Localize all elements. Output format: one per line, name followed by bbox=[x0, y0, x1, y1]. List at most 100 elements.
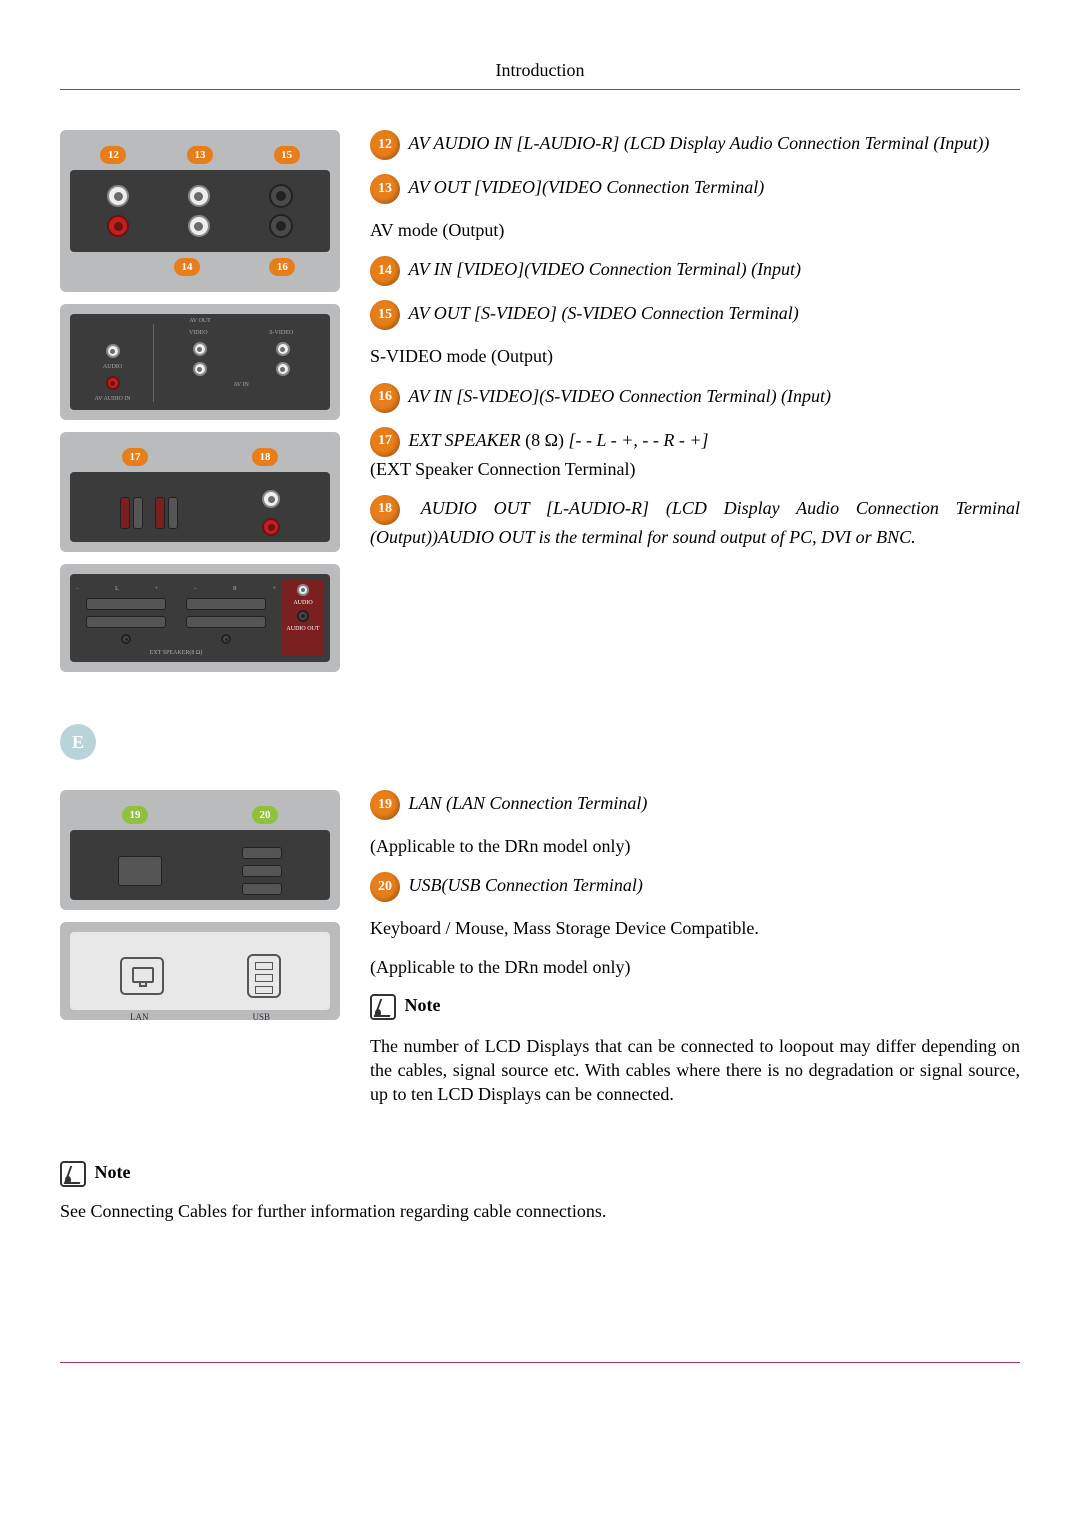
label-svideo: S-VIDEO bbox=[269, 330, 293, 336]
jack-icon bbox=[193, 362, 207, 376]
label-audio-out: AUDIO OUT bbox=[286, 626, 319, 632]
item-19: 19 LAN (LAN Connection Terminal) bbox=[370, 790, 1020, 820]
label-video: VIDEO bbox=[189, 330, 208, 336]
graphic-ext-speaker: 17 18 bbox=[60, 432, 340, 552]
jack-icon bbox=[276, 362, 290, 376]
item-20: 20 USB(USB Connection Terminal) bbox=[370, 872, 1020, 902]
badge-17: 17 bbox=[370, 427, 400, 457]
terminal-icon bbox=[86, 598, 166, 610]
right-text-group-2: 19 LAN (LAN Connection Terminal) (Applic… bbox=[370, 790, 1020, 1121]
jack-icon bbox=[107, 215, 129, 237]
badge-13: 13 bbox=[370, 174, 400, 204]
item-18: 18 AUDIO OUT [L-AUDIO-R] (LCD Display Au… bbox=[370, 495, 1020, 549]
terminal-icon bbox=[186, 598, 266, 610]
jack-icon bbox=[297, 610, 309, 622]
item-20-body2: (Applicable to the DRn model only) bbox=[370, 955, 1020, 979]
graphic-audio-in: 12 13 15 14 16 bbox=[60, 130, 340, 292]
jack-icon bbox=[262, 518, 280, 536]
usb-port-icon bbox=[242, 865, 282, 877]
label-av-in: AV IN bbox=[158, 382, 324, 388]
item-17-title-c: [- - L - +, - - R - +] bbox=[569, 430, 709, 450]
item-17-title-a: EXT SPEAKER bbox=[409, 430, 526, 450]
jack-icon bbox=[262, 490, 280, 508]
badge-19: 19 bbox=[370, 790, 400, 820]
svideo-icon bbox=[269, 214, 293, 238]
callout-19: 19 bbox=[122, 806, 148, 824]
item-15-title: AV OUT [S-VIDEO] (S-VIDEO Connection Ter… bbox=[409, 303, 799, 323]
usb-port-icon bbox=[242, 847, 282, 859]
label-audio: AUDIO bbox=[293, 600, 312, 606]
usb-port-icon bbox=[242, 883, 282, 895]
label-lan: LAN bbox=[130, 1012, 149, 1022]
speaker-terminal-icon bbox=[120, 497, 130, 529]
item-13-title: AV OUT [VIDEO](VIDEO Connection Terminal… bbox=[409, 177, 765, 197]
jack-icon bbox=[188, 215, 210, 237]
usb-port-icon bbox=[247, 954, 281, 998]
item-17-body: (EXT Speaker Connection Terminal) bbox=[370, 459, 636, 479]
item-13-body: AV mode (Output) bbox=[370, 218, 1020, 242]
item-15: 15 AV OUT [S-VIDEO] (S-VIDEO Connection … bbox=[370, 300, 1020, 330]
graphic-lan-usb-bottom: LAN USB bbox=[60, 922, 340, 1020]
note-icon bbox=[60, 1161, 86, 1187]
item-17-title-b: (8 Ω) bbox=[525, 430, 564, 450]
graphic-ext-audio-out: −L+ −R+ EXT SPEAKER(8 Ω) AUDIO AUDIO OUT bbox=[60, 564, 340, 672]
terminal-icon bbox=[186, 616, 266, 628]
jack-icon bbox=[121, 634, 131, 644]
item-16: 16 AV IN [S-VIDEO](S-VIDEO Connection Te… bbox=[370, 383, 1020, 413]
callout-18: 18 bbox=[252, 448, 278, 466]
badge-14: 14 bbox=[370, 256, 400, 286]
item-19-title: LAN (LAN Connection Terminal) bbox=[409, 793, 648, 813]
minus-icon: − bbox=[76, 586, 79, 592]
label-usb: USB bbox=[252, 1012, 270, 1022]
plus-icon: + bbox=[155, 586, 158, 592]
item-19-body: (Applicable to the DRn model only) bbox=[370, 834, 1020, 858]
note-icon bbox=[370, 994, 396, 1020]
footer-note-body: See Connecting Cables for further inform… bbox=[60, 1201, 1020, 1222]
callout-13: 13 bbox=[187, 146, 213, 164]
callout-20: 20 bbox=[252, 806, 278, 824]
terminal-icon bbox=[86, 616, 166, 628]
item-13: 13 AV OUT [VIDEO](VIDEO Connection Termi… bbox=[370, 174, 1020, 204]
item-17: 17 EXT SPEAKER (8 Ω) [- - L - +, - - R -… bbox=[370, 427, 1020, 481]
jack-icon bbox=[193, 342, 207, 356]
label-audio: AUDIO bbox=[76, 364, 149, 370]
minus-icon: − bbox=[194, 586, 197, 592]
jack-icon bbox=[106, 344, 120, 358]
label-ext-speaker: EXT SPEAKER(8 Ω) bbox=[76, 650, 276, 656]
page-title: Introduction bbox=[496, 60, 585, 80]
badge-15: 15 bbox=[370, 300, 400, 330]
speaker-terminal-icon bbox=[133, 497, 143, 529]
speaker-terminal-icon bbox=[168, 497, 178, 529]
svideo-icon bbox=[269, 184, 293, 208]
callout-14: 14 bbox=[174, 258, 200, 276]
graphic-av-block: AV OUT AUDIO AV AUDIO IN VIDEO S-VIDEO bbox=[60, 304, 340, 420]
jack-icon bbox=[276, 342, 290, 356]
item-14: 14 AV IN [VIDEO](VIDEO Connection Termin… bbox=[370, 256, 1020, 286]
label-av-audio-in: AV AUDIO IN bbox=[76, 396, 149, 402]
jack-icon bbox=[188, 185, 210, 207]
note-inline: Note bbox=[370, 993, 1020, 1020]
lan-port-icon bbox=[118, 856, 162, 886]
label-l: L bbox=[115, 586, 119, 592]
badge-16: 16 bbox=[370, 383, 400, 413]
left-graphic-group-2: 19 20 bbox=[60, 790, 340, 1121]
item-12-title: AV AUDIO IN [L-AUDIO-R] (LCD Display Aud… bbox=[409, 133, 990, 153]
left-graphic-group-1: 12 13 15 14 16 bbox=[60, 130, 340, 684]
footer-rule bbox=[60, 1362, 1020, 1363]
item-18-title: AUDIO OUT [L-AUDIO-R] (LCD Display Audio… bbox=[370, 498, 1020, 547]
jack-icon bbox=[297, 584, 309, 596]
graphic-lan-usb-top: 19 20 bbox=[60, 790, 340, 910]
callout-16: 16 bbox=[269, 258, 295, 276]
section-e-row: 19 20 bbox=[60, 790, 1020, 1121]
item-12: 12 AV AUDIO IN [L-AUDIO-R] (LCD Display … bbox=[370, 130, 1020, 160]
jack-icon bbox=[106, 376, 120, 390]
badge-12: 12 bbox=[370, 130, 400, 160]
item-16-title: AV IN [S-VIDEO](S-VIDEO Connection Termi… bbox=[409, 386, 832, 406]
section-d-row: 12 13 15 14 16 bbox=[60, 130, 1020, 684]
lan-port-icon bbox=[120, 957, 164, 995]
section-e-marker: E bbox=[60, 724, 1020, 760]
item-20-title: USB(USB Connection Terminal) bbox=[409, 875, 643, 895]
note-loopout: The number of LCD Displays that can be c… bbox=[370, 1034, 1020, 1107]
footer-note: Note bbox=[60, 1161, 1020, 1187]
callout-12: 12 bbox=[100, 146, 126, 164]
